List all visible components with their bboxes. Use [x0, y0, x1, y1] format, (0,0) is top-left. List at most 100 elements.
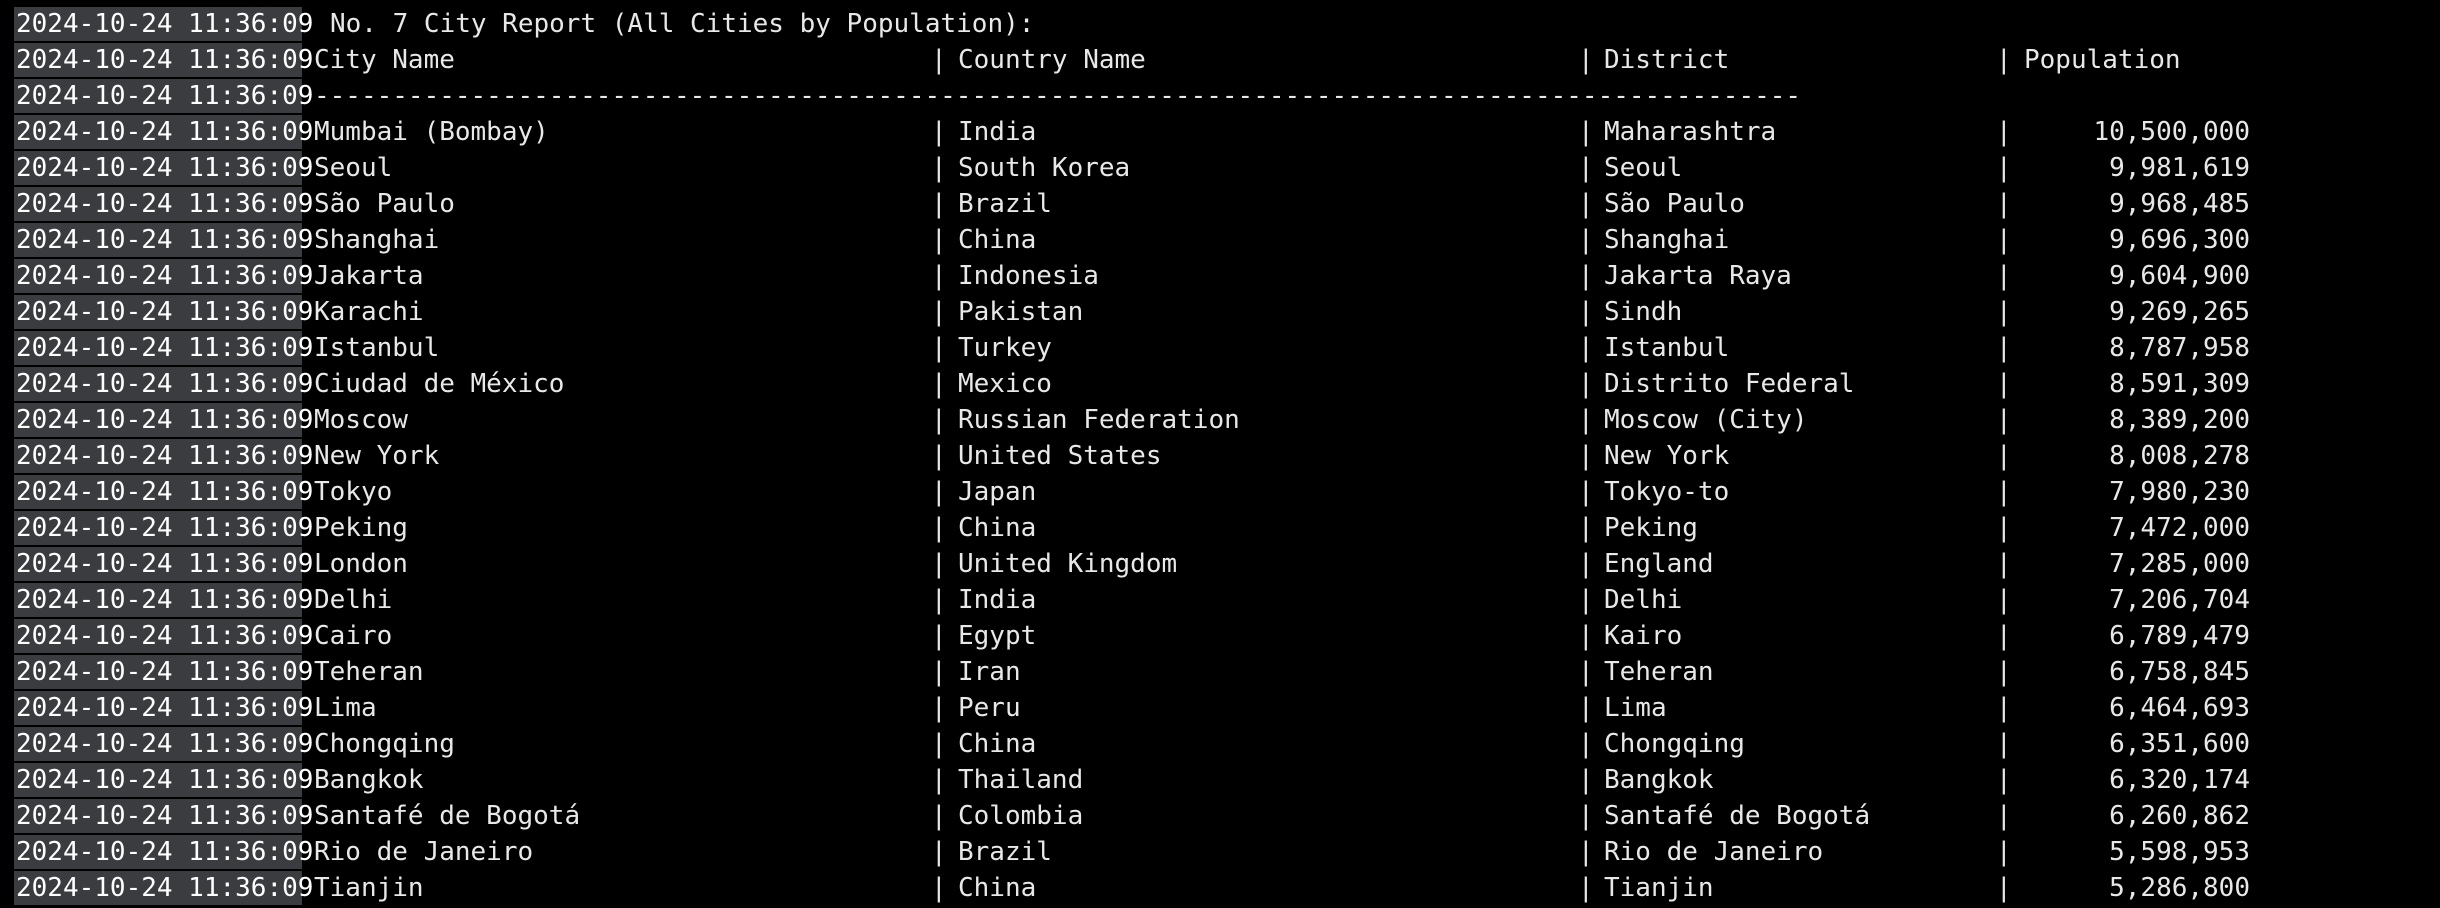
table-body: 2024-10-24 11:36:09 Mumbai (Bombay) | India… [0, 114, 2440, 906]
district-cell: Tokyo-to [1604, 477, 1730, 507]
column-separator: | [1578, 873, 1594, 903]
log-timestamp: 2024-10-24 11:36:09 [14, 871, 314, 905]
column-separator: | [1996, 801, 2012, 831]
country-name-cell: Egypt [958, 621, 1037, 651]
log-timestamp: 2024-10-24 11:36:09 [14, 259, 314, 293]
city-name-cell: São Paulo [314, 189, 455, 219]
district-cell: Moscow (City) [1604, 405, 1808, 435]
district-cell: Tianjin [1604, 873, 1714, 903]
population-cell: 7,206,704 [2109, 585, 2250, 615]
log-timestamp: 2024-10-24 11:36:09 [14, 295, 314, 329]
report-title-line: 2024-10-24 11:36:09 No. 7 City Report (A… [0, 6, 2440, 42]
city-name-cell: Cairo [314, 621, 393, 651]
population-cell: 6,351,600 [2109, 729, 2250, 759]
log-timestamp: 2024-10-24 11:36:09 [14, 43, 314, 77]
district-cell: New York [1604, 441, 1730, 471]
log-timestamp: 2024-10-24 11:36:09 [14, 367, 314, 401]
column-separator: | [931, 765, 947, 795]
column-separator: | [1996, 405, 2012, 435]
column-separator: | [1996, 441, 2012, 471]
country-name-cell: United Kingdom [958, 549, 1178, 579]
column-separator: | [931, 261, 947, 291]
district-cell: Shanghai [1604, 225, 1730, 255]
column-separator: | [1578, 621, 1594, 651]
table-row: 2024-10-24 11:36:09 New York | United State… [0, 438, 2440, 474]
column-separator: | [1578, 153, 1594, 183]
column-separator: | [1578, 261, 1594, 291]
column-separator: | [1578, 405, 1594, 435]
column-header-country: Country Name [958, 45, 1146, 75]
table-row: 2024-10-24 11:36:09 Tokyo | Japan | Tokyo-to |… [0, 474, 2440, 510]
log-timestamp: 2024-10-24 11:36:09 [14, 439, 314, 473]
terminal-output[interactable]: 2024-10-24 11:36:09 No. 7 City Report (A… [0, 6, 2440, 906]
log-timestamp: 2024-10-24 11:36:09 [14, 583, 314, 617]
district-cell: Istanbul [1604, 333, 1730, 363]
country-name-cell: Indonesia [958, 261, 1099, 291]
population-cell: 7,980,230 [2109, 477, 2250, 507]
country-name-cell: Mexico [958, 369, 1052, 399]
city-name-cell: Chongqing [314, 729, 455, 759]
district-cell: Maharashtra [1604, 117, 1777, 147]
column-separator: | [1996, 117, 2012, 147]
city-name-cell: Rio de Janeiro [314, 837, 534, 867]
table-row: 2024-10-24 11:36:09 Lima | Peru | Lima | 6,464,… [0, 690, 2440, 726]
population-cell: 6,789,479 [2109, 621, 2250, 651]
column-separator: | [1578, 657, 1594, 687]
column-separator: | [931, 45, 947, 75]
district-cell: Seoul [1604, 153, 1683, 183]
column-separator: | [1996, 297, 2012, 327]
log-timestamp: 2024-10-24 11:36:09 [14, 763, 314, 797]
table-row: 2024-10-24 11:36:09 Mumbai (Bombay) | India… [0, 114, 2440, 150]
country-name-cell: India [958, 117, 1037, 147]
column-separator: | [1996, 225, 2012, 255]
column-separator: | [1996, 369, 2012, 399]
country-name-cell: United States [958, 441, 1162, 471]
column-separator: | [1578, 225, 1594, 255]
column-separator: | [931, 837, 947, 867]
log-timestamp: 2024-10-24 11:36:09 [14, 223, 314, 257]
table-row: 2024-10-24 11:36:09 Cairo | Egypt | Kairo | 6,7… [0, 618, 2440, 654]
population-cell: 9,968,485 [2109, 189, 2250, 219]
column-separator: | [1996, 513, 2012, 543]
population-cell: 5,286,800 [2109, 873, 2250, 903]
column-separator: | [931, 513, 947, 543]
city-name-cell: Seoul [314, 153, 393, 183]
country-name-cell: Pakistan [958, 297, 1084, 327]
column-separator: | [1578, 729, 1594, 759]
district-cell: São Paulo [1604, 189, 1745, 219]
log-timestamp: 2024-10-24 11:36:09 [14, 115, 314, 149]
population-cell: 8,787,958 [2109, 333, 2250, 363]
column-separator: | [1578, 801, 1594, 831]
column-separator: | [1578, 549, 1594, 579]
population-cell: 6,464,693 [2109, 693, 2250, 723]
log-timestamp: 2024-10-24 11:36:09 [14, 7, 314, 41]
column-separator: | [1578, 765, 1594, 795]
table-row: 2024-10-24 11:36:09 Jakarta | Indonesia | Jak… [0, 258, 2440, 294]
country-name-cell: China [958, 225, 1037, 255]
country-name-cell: Brazil [958, 837, 1052, 867]
log-timestamp: 2024-10-24 11:36:09 [14, 79, 314, 113]
column-separator: | [931, 333, 947, 363]
column-separator: | [931, 585, 947, 615]
country-name-cell: India [958, 585, 1037, 615]
column-separator: | [1996, 693, 2012, 723]
column-separator: | [1578, 297, 1594, 327]
report-title: No. 7 City Report (All Cities by Populat… [330, 9, 1035, 39]
column-separator: | [931, 477, 947, 507]
column-separator: | [1578, 585, 1594, 615]
city-name-cell: Bangkok [314, 765, 424, 795]
population-cell: 9,269,265 [2109, 297, 2250, 327]
log-timestamp: 2024-10-24 11:36:09 [14, 727, 314, 761]
population-cell: 5,598,953 [2109, 837, 2250, 867]
log-timestamp: 2024-10-24 11:36:09 [14, 655, 314, 689]
city-name-cell: Delhi [314, 585, 393, 615]
table-row: 2024-10-24 11:36:09 Seoul | South Korea | Seo… [0, 150, 2440, 186]
city-name-cell: Tianjin [314, 873, 424, 903]
column-separator: | [931, 801, 947, 831]
column-separator: | [1578, 369, 1594, 399]
district-cell: Santafé de Bogotá [1604, 801, 1871, 831]
column-header-population: Population [2024, 45, 2181, 75]
column-separator: | [1996, 45, 2012, 75]
column-separator: | [931, 117, 947, 147]
column-separator: | [1996, 333, 2012, 363]
